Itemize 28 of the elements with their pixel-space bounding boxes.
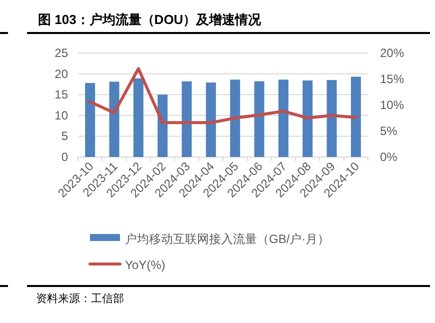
bar [133,78,144,157]
bar [109,82,120,157]
bar [326,80,337,157]
bar [302,80,313,157]
legend-label: 户均移动互联网接入流量（GB/户·月） [125,232,330,246]
legend-label: YoY(%) [125,258,166,272]
bar [206,82,216,157]
text: 资料来源：工信部 [36,292,124,305]
y-tick-label: 5 [61,129,68,144]
line-series [88,67,358,124]
y2-tick-label: 5% [380,124,398,138]
bar [278,80,288,157]
y2-tick-label: 20% [380,46,404,60]
y2-tick-label: 15% [380,72,404,86]
bar [350,76,361,157]
bar [230,80,240,157]
chart-title: 图 103：户均流量（DOU）及增速情况 [38,12,262,27]
bar [158,94,168,157]
bar [182,81,192,157]
y-tick-label: 0 [61,150,68,164]
y-tick-label: 20 [54,66,68,81]
y2-tick-label: 10% [380,98,404,112]
y-tick-label: 10 [54,108,68,122]
y-tick-label: 25 [54,46,68,60]
bar [254,81,264,157]
y-tick-label: 15 [54,88,68,102]
bar [85,82,96,157]
y2-tick-label: 0% [380,150,398,164]
